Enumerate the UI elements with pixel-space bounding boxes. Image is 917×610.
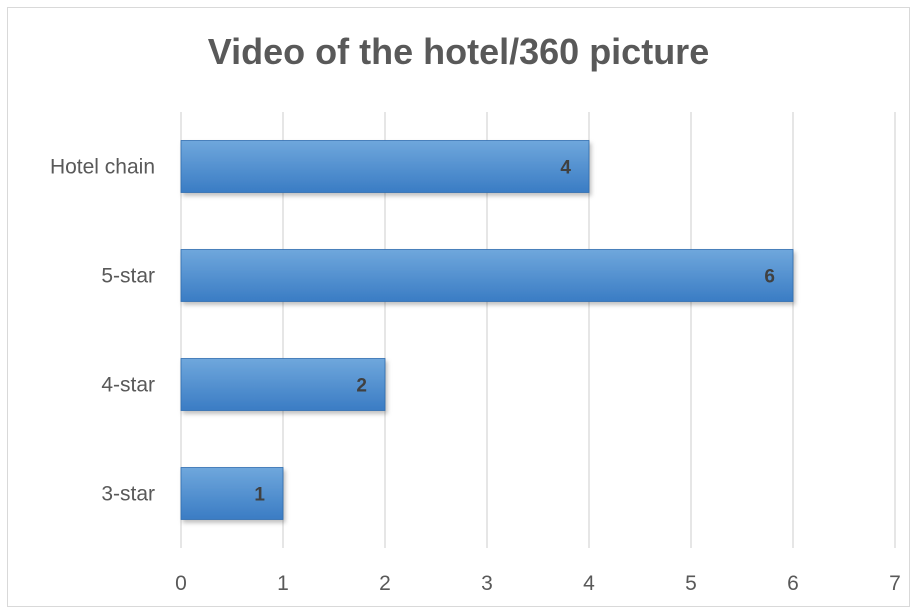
x-tick-label-5: 5 [685,572,697,595]
x-tick-label-0: 0 [175,572,187,595]
data-label-2: 2 [356,376,367,397]
chart-frame [7,7,910,607]
x-tick-label-1: 1 [277,572,289,595]
bar-3 [180,467,284,520]
bar-2 [180,358,386,411]
category-label-1: 5-star [101,265,155,288]
bar-0 [180,140,590,193]
category-label-3: 3-star [101,483,155,506]
x-tick-label-7: 7 [889,572,901,595]
data-label-3: 1 [254,485,265,506]
category-label-2: 4-star [101,374,155,397]
chart-title: Video of the hotel/360 picture [207,31,710,72]
x-tick-label-6: 6 [787,572,799,595]
data-label-1: 6 [764,267,775,288]
labels: 0 1 2 3 4 5 6 7 Hotel chain 4 5-star 6 4-star 2 3-star… [50,156,901,596]
category-label-0: Hotel chain [50,156,155,179]
bars [180,140,794,520]
bar-1 [180,249,794,302]
x-tick-label-4: 4 [583,572,595,595]
x-tick-label-3: 3 [481,572,493,595]
x-tick-label-2: 2 [379,572,391,595]
data-label-0: 4 [560,158,571,179]
